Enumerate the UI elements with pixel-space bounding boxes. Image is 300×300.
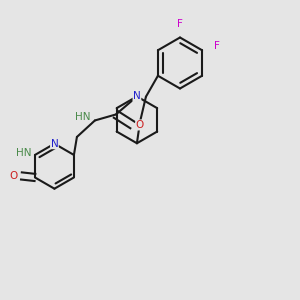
Text: N: N bbox=[133, 92, 141, 101]
Text: O: O bbox=[10, 171, 18, 181]
Text: F: F bbox=[177, 19, 183, 29]
Text: HN: HN bbox=[16, 148, 32, 158]
Text: O: O bbox=[136, 120, 144, 130]
Text: HN: HN bbox=[75, 112, 90, 122]
Text: F: F bbox=[214, 41, 219, 51]
Text: N: N bbox=[51, 139, 58, 149]
